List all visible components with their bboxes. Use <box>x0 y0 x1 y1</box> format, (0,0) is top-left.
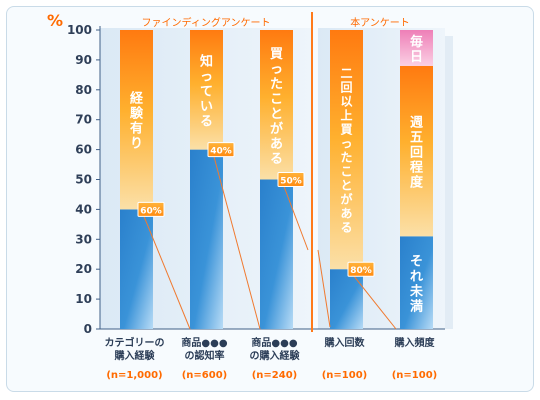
bar-segment <box>400 30 433 66</box>
category-label: 商品●●● <box>181 336 227 349</box>
sample-size-label: (n=100) <box>392 370 438 381</box>
category-label: 購入頻度 <box>394 336 436 349</box>
segment-label: 毎日 <box>410 34 423 65</box>
y-tick-label: 10 <box>75 292 92 306</box>
bar-segment <box>120 30 153 210</box>
connector-line <box>317 249 331 328</box>
category-label: 購入回数 <box>324 336 366 349</box>
category-label: カテゴリーの <box>105 336 165 349</box>
bar-segment <box>260 179 293 329</box>
segment-label: 経験有り <box>130 91 144 152</box>
sample-size-label: (n=600) <box>182 370 228 381</box>
bar-segment <box>190 30 223 150</box>
y-tick-label: 50 <box>75 173 92 187</box>
bar-segment <box>120 209 153 329</box>
bar-segment <box>400 236 433 329</box>
y-tick-label: 30 <box>75 232 92 246</box>
sample-size-label: (n=1,000) <box>106 370 162 381</box>
bar-segment <box>400 65 433 237</box>
category-label: 商品●●● <box>251 336 297 349</box>
callout-badge <box>137 201 165 217</box>
y-tick-label: 80 <box>75 83 92 97</box>
segment-label: 知っている <box>200 53 213 129</box>
y-tick-label: 90 <box>75 53 92 67</box>
connector-line <box>213 156 261 330</box>
callout-value: 60% <box>140 206 162 216</box>
y-unit-label: % <box>47 11 63 30</box>
category-label: の認知率 <box>185 349 225 362</box>
callout-value: 50% <box>280 177 302 187</box>
bar-segment <box>260 30 293 180</box>
callout-badge <box>207 142 235 158</box>
bar-segment <box>190 149 223 329</box>
connector-line <box>143 216 191 330</box>
y-tick-label: 40 <box>75 202 92 216</box>
callout-value: 80% <box>350 266 372 276</box>
y-tick-label: 70 <box>75 113 92 127</box>
y-tick-label: 20 <box>75 262 92 276</box>
section-title: ファインディングアンケート <box>142 16 271 29</box>
panel-shadow <box>445 36 453 329</box>
bar-segment <box>330 269 363 329</box>
callout-value: 40% <box>210 147 232 157</box>
y-tick-label: 0 <box>84 322 92 336</box>
category-label: の購入経験 <box>250 349 301 362</box>
segment-label: 二回以上買ったことがある <box>340 67 352 235</box>
segment-label: 買ったことがある <box>270 47 283 167</box>
category-label: 購入経験 <box>114 349 156 362</box>
segment-label: それ未満 <box>409 255 424 315</box>
callout-badge <box>347 261 375 277</box>
y-tick-label: 100 <box>67 23 92 37</box>
y-tick-label: 60 <box>75 143 92 157</box>
callout-badge <box>277 172 305 187</box>
bar-segment <box>330 30 363 270</box>
segment-label: 週五回程度 <box>410 116 424 191</box>
section-title: 本アンケート <box>350 16 410 29</box>
sample-size-label: (n=100) <box>322 370 368 381</box>
sample-size-label: (n=240) <box>252 370 298 381</box>
connector-line <box>283 186 309 251</box>
connector-line <box>353 275 397 330</box>
